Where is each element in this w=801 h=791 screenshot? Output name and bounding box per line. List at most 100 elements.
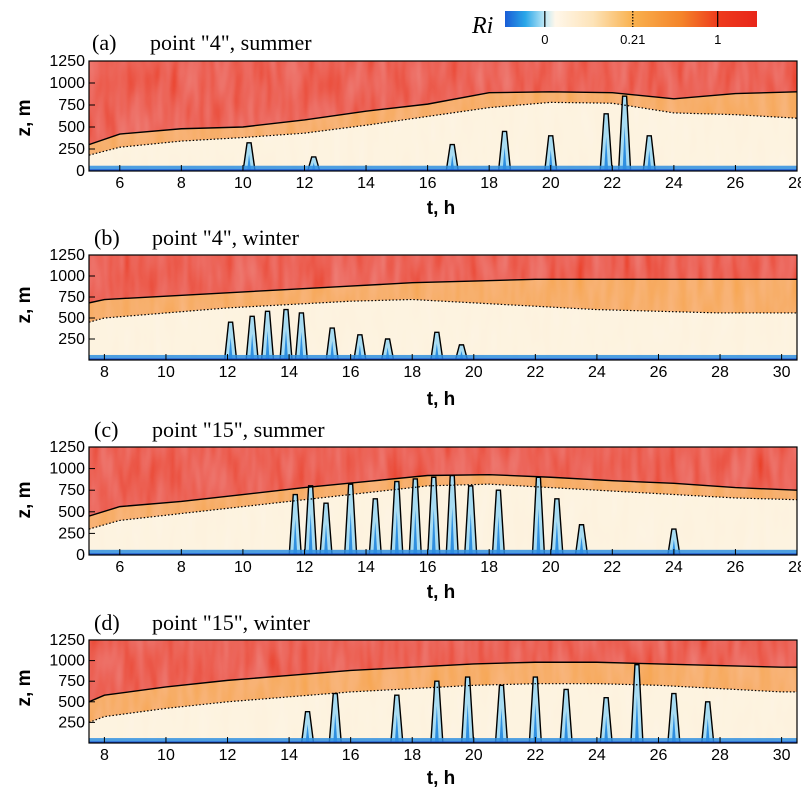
unstable-plume-core: [228, 337, 233, 360]
plot-frame: [88, 60, 798, 172]
unstable-plume-core: [465, 703, 470, 743]
y-tick-label: 750: [58, 97, 85, 114]
x-tick-label: 6: [115, 559, 124, 576]
x-tick-label: 28: [788, 175, 801, 192]
x-tick-label: 12: [219, 364, 237, 381]
surface-layer: [89, 741, 797, 743]
unstable-plume-core: [604, 136, 609, 171]
x-tick-label: 26: [650, 364, 668, 381]
x-tick-label: 24: [665, 175, 683, 192]
x-tick-label: 10: [157, 364, 175, 381]
y-tick-label: 0: [76, 547, 85, 564]
x-tick-label: 18: [403, 747, 421, 764]
colorbar-ticks: 0 0.21 1: [541, 11, 721, 47]
panel-b-ylabel: z, m: [14, 287, 35, 324]
unstable-plume-core: [634, 696, 639, 743]
x-tick-label: 20: [465, 364, 483, 381]
x-tick-label: 20: [542, 175, 560, 192]
x-tick-label: 16: [342, 747, 360, 764]
unstable-plume-core: [333, 713, 338, 743]
colorbar-tick-label: 0.21: [620, 32, 645, 47]
unstable-plume-core: [450, 507, 455, 555]
x-tick-label: 16: [419, 175, 437, 192]
y-tick-label: 1000: [49, 268, 85, 285]
y-tick-label: 1250: [49, 439, 85, 456]
unstable-plume-core: [564, 710, 569, 743]
unstable-plume-core: [413, 509, 418, 555]
mixed-layer: [89, 484, 797, 555]
unstable-plume-core: [348, 512, 353, 555]
panel-d-xlabel: t, h: [427, 768, 456, 789]
surface-layer: [89, 358, 797, 360]
unstable-plume-core: [394, 510, 399, 555]
colorbar-tick-label: 1: [714, 32, 721, 47]
x-tick-label: 26: [727, 175, 745, 192]
unstable-plume-core: [431, 508, 436, 555]
panel-a-plot: 6 8 10 12 14 16 18 20 22 24 26 28 0 250 500 750 1000 1250: [49, 53, 801, 192]
contour-ri-1: [89, 91, 797, 146]
x-tick-label: 12: [296, 175, 314, 192]
x-tick-label: 8: [177, 175, 186, 192]
x-tick-label: 24: [665, 559, 683, 576]
panel-c-plot: 6 8 10 12 14 16 18 20 22 24 26 28 0 250 500 750 1000 1250: [49, 439, 801, 576]
panel-d-ylabel: z, m: [14, 670, 35, 707]
y-tick-label: 1250: [49, 53, 85, 70]
panel-d-letter: (d): [94, 610, 120, 635]
x-tick-label: 14: [280, 747, 298, 764]
surface-layer: [89, 553, 797, 555]
ri-field: [89, 255, 797, 360]
colorbar: Ri 0 0.21 1: [471, 11, 757, 47]
panel-a-xlabel: t, h: [427, 198, 456, 219]
x-tick-label: 10: [234, 559, 252, 576]
panel-d: (d) point "15", winter 8 10 12 14 16 18 20 22 24…: [14, 610, 798, 789]
x-tick-label: 18: [403, 364, 421, 381]
unstable-plume-core: [705, 718, 710, 743]
panel-b: (b) point "4", winter 8 10 12 14 16 18 20 22 24 2…: [14, 225, 798, 410]
panel-b-title: point "4", winter: [152, 225, 300, 250]
panel-b-xlabel: t, h: [427, 389, 456, 410]
x-tick-label: 24: [588, 364, 606, 381]
y-tick-label: 1000: [49, 461, 85, 478]
x-tick-label: 8: [177, 559, 186, 576]
unstable-plume-core: [299, 331, 304, 360]
x-tick-label: 10: [234, 175, 252, 192]
unstable-plume-core: [671, 713, 676, 743]
x-tick-label: 22: [526, 747, 544, 764]
x-tick-label: 18: [480, 559, 498, 576]
panel-a-title: point "4", summer: [150, 30, 312, 55]
unstable-plume-core: [293, 518, 298, 555]
panel-c-letter: (c): [94, 417, 118, 442]
panel-c-xlabel: t, h: [427, 582, 456, 603]
unstable-plume-core: [373, 521, 378, 555]
x-tick-label: 6: [115, 175, 124, 192]
x-tick-label: 26: [727, 559, 745, 576]
x-tick-label: 14: [357, 559, 375, 576]
y-tick-label: 1000: [49, 75, 85, 92]
panel-b-letter: (b): [94, 225, 120, 250]
panel-a-ylabel: z, m: [14, 100, 35, 137]
x-tick-label: 20: [542, 559, 560, 576]
unstable-plume-core: [536, 508, 541, 555]
ri-field: [89, 447, 797, 555]
x-tick-label: 22: [603, 175, 621, 192]
x-tick-label: 28: [711, 747, 729, 764]
plot-frame: [88, 639, 798, 744]
x-tick-label: 24: [588, 747, 606, 764]
surface-unstable-layer: [89, 354, 797, 360]
panel-a: (a) point "4", summer 6 8 10 12 14 16 18 20 22 24…: [14, 30, 801, 219]
unstable-plume-core: [394, 714, 399, 743]
contour-ri-0.21: [89, 483, 797, 530]
unstable-plume-core: [622, 126, 627, 171]
unstable-plume-core: [604, 715, 609, 743]
colorbar-tick-label: 0: [541, 32, 548, 47]
unstable-plume-core: [324, 523, 329, 555]
contour-ri-0.21: [89, 683, 797, 723]
ri-field: [89, 61, 797, 171]
x-tick-label: 20: [465, 747, 483, 764]
panel-d-plot: 8 10 12 14 16 18 20 22 24 26 28 30 250 500 750 1000 1250: [49, 632, 798, 764]
mixed-layer: [89, 683, 797, 743]
x-tick-label: 14: [280, 364, 298, 381]
x-tick-label: 8: [100, 747, 109, 764]
unstable-plume-core: [284, 329, 289, 360]
